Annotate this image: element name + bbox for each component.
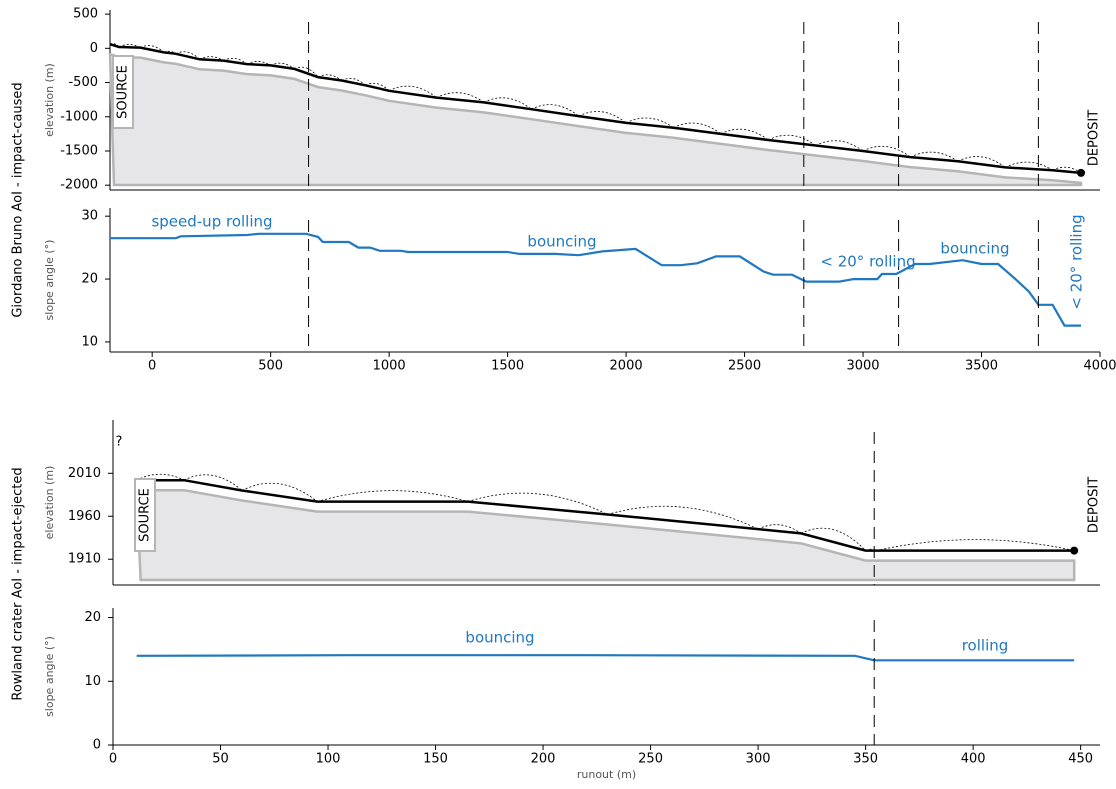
annotation: DEPOSIT	[1087, 110, 1102, 166]
bounce-arc	[720, 128, 769, 141]
bounce-arc	[294, 66, 319, 78]
terrain	[135, 488, 1076, 582]
bounce-arc	[768, 134, 816, 146]
y-tick-label: 10	[84, 674, 101, 689]
y-tick-label: 1910	[68, 552, 101, 567]
bounce-arc	[673, 122, 722, 135]
y-tick-label: 0	[93, 738, 101, 753]
x-tick-label: 2500	[728, 359, 761, 374]
y-tick-label: -500	[68, 75, 98, 90]
annotation: SOURCE	[116, 65, 131, 119]
annotation: bouncing	[527, 233, 596, 251]
x-tick-label: 400	[961, 752, 986, 767]
bounce-arc	[241, 482, 318, 502]
bounce-arc	[317, 490, 468, 503]
bounce-arc	[531, 104, 579, 117]
bounce-arc	[578, 111, 627, 124]
bounce-arc	[246, 61, 271, 66]
x-tick-label: 50	[212, 752, 229, 767]
source-notch	[112, 55, 134, 129]
y-axis-title: elevation (m)	[43, 466, 56, 540]
bounce-arc	[467, 492, 608, 515]
x-tick-label: 4000	[1083, 359, 1116, 374]
bounce-arc	[876, 539, 1075, 552]
bounce-arc	[483, 97, 532, 110]
y-tick-label: -1000	[60, 109, 98, 124]
bounce-arc	[183, 474, 243, 491]
deposit-marker	[1077, 168, 1086, 177]
bounce-arc	[1005, 161, 1053, 171]
bounce-arc	[800, 527, 866, 551]
bounce-arc	[910, 151, 959, 162]
bounce-arc	[223, 57, 248, 65]
bounce-arc	[436, 92, 485, 103]
x-tick-label: 1500	[491, 359, 524, 374]
bounce-arc	[388, 85, 437, 98]
bounce-arc	[625, 117, 674, 129]
bounce-arc	[140, 45, 165, 53]
deposit-marker	[1070, 546, 1079, 555]
x-tick-label: 500	[258, 359, 283, 374]
x-tick-label: 250	[638, 752, 663, 767]
x-tick-label: 0	[109, 752, 117, 767]
annotation: bouncing	[940, 240, 1009, 258]
profile-line	[109, 43, 1082, 175]
y-tick-label: 2010	[68, 466, 101, 481]
annotation: < 20° rolling	[820, 253, 915, 271]
x-tick-label: 0	[148, 359, 156, 374]
bounce-arc	[175, 51, 200, 60]
x-tick-label: 3000	[846, 359, 879, 374]
annotation: speed-up rolling	[151, 213, 272, 231]
y-axis-title: slope angle (°)	[43, 636, 56, 717]
slope-line	[110, 232, 1081, 327]
x-axis-title: runout (m)	[577, 768, 636, 781]
annotation: SOURCE	[138, 488, 153, 542]
y-tick-label: 500	[73, 7, 98, 22]
annotation: DEPOSIT	[1087, 477, 1102, 533]
bounce-arc	[757, 524, 802, 534]
x-tick-label: 200	[531, 752, 556, 767]
bounce-arc	[365, 82, 390, 92]
annotation: rolling	[962, 637, 1009, 655]
group-title: Rowland crater AoI - impact-ejected	[11, 467, 26, 700]
bounce-arc	[317, 74, 342, 81]
y-tick-label: 10	[81, 334, 98, 349]
x-tick-label: 2000	[610, 359, 643, 374]
y-tick-label: 30	[81, 209, 98, 224]
y-tick-label: 0	[90, 41, 98, 56]
x-tick-label: 100	[316, 752, 341, 767]
y-axis-title: elevation (m)	[43, 63, 56, 137]
x-tick-label: 3500	[965, 359, 998, 374]
bounce-arc	[199, 56, 224, 61]
bounce-arc	[862, 145, 911, 158]
y-tick-label: 1960	[68, 509, 101, 524]
annotation: ?	[116, 435, 123, 450]
profile-line	[136, 478, 1075, 552]
y-tick-label: -1500	[60, 143, 98, 158]
slope-line	[136, 654, 1075, 662]
source-notch	[134, 478, 156, 552]
terrain	[108, 52, 1083, 187]
bounce-arc	[607, 505, 759, 530]
x-tick-label: 150	[423, 752, 448, 767]
group-title: Giordano Bruno AoI - impact-caused	[11, 82, 26, 317]
annotation: bouncing	[465, 629, 534, 647]
y-tick-label: -2000	[60, 178, 98, 193]
bounce-arc	[341, 77, 366, 86]
bounce-arc	[815, 140, 864, 152]
x-tick-label: 450	[1068, 752, 1093, 767]
y-tick-label: 20	[84, 610, 101, 625]
x-tick-label: 350	[853, 752, 878, 767]
y-axis-title: slope angle (°)	[43, 240, 56, 321]
x-tick-label: 1000	[373, 359, 406, 374]
annotation: < 20° rolling	[1068, 214, 1086, 309]
x-tick-label: 300	[746, 752, 771, 767]
bounce-arc	[270, 62, 295, 70]
y-tick-label: 20	[81, 272, 98, 287]
bounce-arc	[957, 156, 1006, 168]
